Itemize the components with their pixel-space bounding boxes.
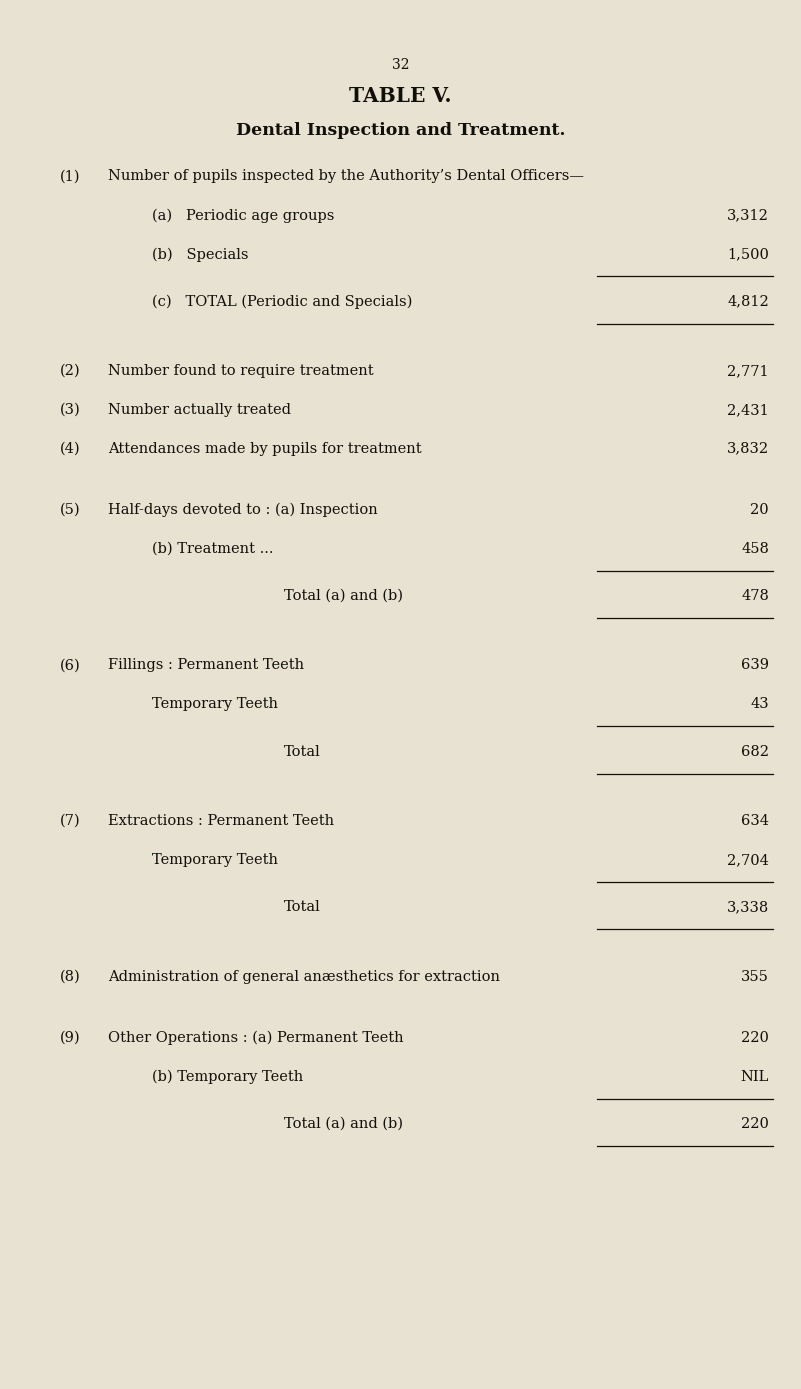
Text: Extractions : Permanent Teeth: Extractions : Permanent Teeth: [108, 814, 334, 828]
Text: 220: 220: [741, 1031, 769, 1045]
Text: Dental Inspection and Treatment.: Dental Inspection and Treatment.: [235, 122, 566, 139]
Text: (b)   Specials: (b) Specials: [152, 247, 248, 261]
Text: 639: 639: [741, 658, 769, 672]
Text: 634: 634: [741, 814, 769, 828]
Text: Total (a) and (b): Total (a) and (b): [284, 1117, 404, 1131]
Text: Temporary Teeth: Temporary Teeth: [152, 853, 278, 867]
Text: 355: 355: [741, 970, 769, 983]
Text: NIL: NIL: [741, 1070, 769, 1083]
Text: 3,832: 3,832: [727, 442, 769, 456]
Text: Number of pupils inspected by the Authority’s Dental Officers—: Number of pupils inspected by the Author…: [108, 169, 584, 183]
Text: 1,500: 1,500: [727, 247, 769, 261]
Text: 3,338: 3,338: [727, 900, 769, 914]
Text: (c)   TOTAL (Periodic and Specials): (c) TOTAL (Periodic and Specials): [152, 294, 413, 308]
Text: 2,771: 2,771: [727, 364, 769, 378]
Text: Temporary Teeth: Temporary Teeth: [152, 697, 278, 711]
Text: (b) Treatment ...: (b) Treatment ...: [152, 542, 274, 556]
Text: 2,431: 2,431: [727, 403, 769, 417]
Text: 478: 478: [741, 589, 769, 603]
Text: (7): (7): [60, 814, 81, 828]
Text: (1): (1): [60, 169, 81, 183]
Text: Half-days devoted to : (a) Inspection: Half-days devoted to : (a) Inspection: [108, 503, 378, 517]
Text: Total: Total: [284, 900, 321, 914]
Text: Number found to require treatment: Number found to require treatment: [108, 364, 374, 378]
Text: (5): (5): [60, 503, 81, 517]
Text: Total: Total: [284, 745, 321, 758]
Text: 43: 43: [751, 697, 769, 711]
Text: 4,812: 4,812: [727, 294, 769, 308]
Text: (9): (9): [60, 1031, 81, 1045]
Text: Fillings : Permanent Teeth: Fillings : Permanent Teeth: [108, 658, 304, 672]
Text: 220: 220: [741, 1117, 769, 1131]
Text: 458: 458: [741, 542, 769, 556]
Text: 2,704: 2,704: [727, 853, 769, 867]
Text: Number actually treated: Number actually treated: [108, 403, 291, 417]
Text: (8): (8): [60, 970, 81, 983]
Text: TABLE V.: TABLE V.: [349, 86, 452, 106]
Text: 32: 32: [392, 58, 409, 72]
Text: (a)   Periodic age groups: (a) Periodic age groups: [152, 208, 335, 222]
Text: 20: 20: [751, 503, 769, 517]
Text: Attendances made by pupils for treatment: Attendances made by pupils for treatment: [108, 442, 422, 456]
Text: (4): (4): [60, 442, 81, 456]
Text: Other Operations : (a) Permanent Teeth: Other Operations : (a) Permanent Teeth: [108, 1031, 404, 1045]
Text: (2): (2): [60, 364, 81, 378]
Text: Administration of general anæsthetics for extraction: Administration of general anæsthetics fo…: [108, 970, 500, 983]
Text: 3,312: 3,312: [727, 208, 769, 222]
Text: Total (a) and (b): Total (a) and (b): [284, 589, 404, 603]
Text: (b) Temporary Teeth: (b) Temporary Teeth: [152, 1070, 304, 1083]
Text: 682: 682: [741, 745, 769, 758]
Text: (3): (3): [60, 403, 81, 417]
Text: (6): (6): [60, 658, 81, 672]
